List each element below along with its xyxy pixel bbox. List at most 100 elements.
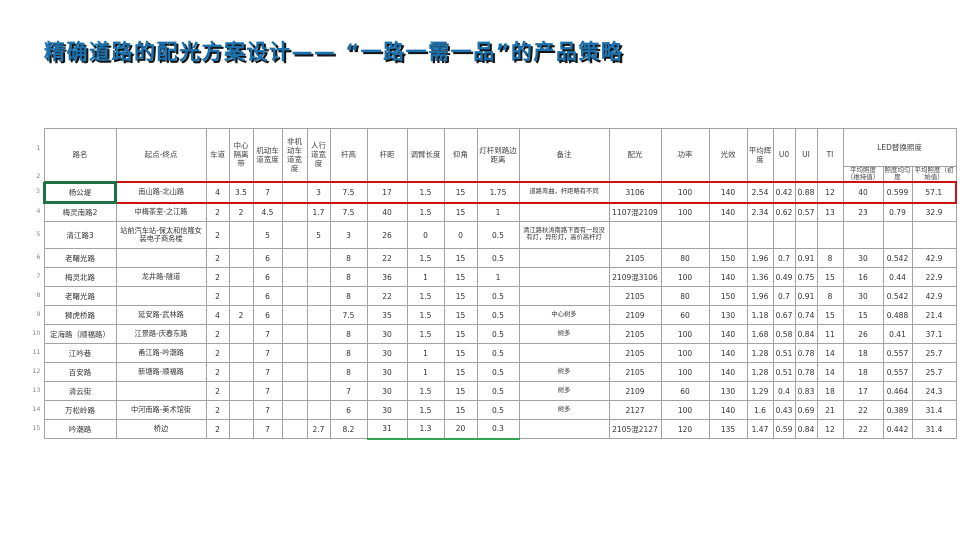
col-header-ti: TI: [816, 127, 844, 183]
table-cell: 17: [366, 180, 408, 204]
col-header-motorway-width: 机动车道宽度: [252, 127, 283, 183]
table-cell: 15: [842, 305, 884, 326]
table-cell: 15: [443, 400, 478, 421]
table-cell: 延安路-武林路: [115, 305, 207, 326]
row-number: 4: [30, 202, 44, 222]
table-cell: 7: [252, 324, 283, 345]
table-cell: 0.542: [882, 286, 913, 307]
table-cell: 龙井路-隧道: [115, 267, 207, 288]
table-cell: 0.442: [882, 419, 913, 440]
table-cell: 树多: [518, 362, 610, 383]
table-cell: 2: [205, 248, 230, 269]
table-cell: 杨公堤: [43, 180, 117, 204]
table-cell: 0.44: [882, 267, 913, 288]
table-cell: [281, 180, 308, 204]
table-cell: [306, 362, 331, 383]
table-cell: 30: [366, 324, 408, 345]
table-cell: 狮虎桥路: [43, 305, 117, 326]
table-cell: [518, 248, 610, 269]
table-cell: [911, 221, 957, 250]
table-cell: 17: [842, 381, 884, 402]
table-cell: 60: [660, 381, 710, 402]
table-cell: 0.542: [882, 248, 913, 269]
row-number: 6: [30, 248, 44, 268]
table-cell: 江景路-庆春东路: [115, 324, 207, 345]
table-cell: 15: [443, 381, 478, 402]
table-cell: 35: [366, 305, 408, 326]
table-cell: 100: [660, 180, 710, 204]
table-cell: 1.5: [406, 286, 445, 307]
table-cell: 2: [205, 419, 230, 440]
table-cell: [772, 221, 796, 250]
table-cell: 0.75: [794, 267, 818, 288]
table-cell: 30: [366, 362, 408, 383]
table-cell: 7: [252, 419, 283, 440]
table-cell: [228, 419, 254, 440]
table-cell: 0.67: [772, 305, 796, 326]
table-cell: 0.41: [882, 324, 913, 345]
table-cell: 0.88: [794, 180, 818, 204]
table-cell: 1.5: [406, 180, 445, 204]
table-cell: 0.5: [476, 248, 520, 269]
table-cell: 5: [306, 221, 331, 250]
table-cell: 0.91: [794, 248, 818, 269]
table-cell: 15: [443, 248, 478, 269]
table-cell: [708, 221, 748, 250]
row-number: 3: [30, 181, 44, 203]
table-cell: [281, 324, 308, 345]
table-cell: 7.5: [329, 202, 368, 223]
table-cell: 万松岭路: [43, 400, 117, 421]
col-header-avg-illuminance-maintained: 平均照度（维持值）: [842, 165, 884, 183]
table-cell: 5: [252, 221, 283, 250]
table-cell: [281, 248, 308, 269]
table-cell: 7: [329, 381, 368, 402]
row-number: 5: [30, 221, 44, 249]
table-cell: [228, 221, 254, 250]
table-cell: [518, 343, 610, 364]
table-cell: 江吟巷: [43, 343, 117, 364]
table-cell: 80: [660, 286, 710, 307]
table-cell: 1.96: [746, 248, 774, 269]
table-cell: 2: [205, 221, 230, 250]
table-body: 3 杨公堤 南山路-北山路 4 3.5 7 3 7.5 17 1.5 15 1.75 道路弯曲，杆距略有…: [30, 180, 958, 440]
table-row: 3 杨公堤 南山路-北山路 4 3.5 7 3 7.5 17 1.5 15 1.75 道路弯曲，杆距略有…: [30, 180, 958, 204]
row-number: 13: [30, 381, 44, 401]
table-cell: 0.488: [882, 305, 913, 326]
table-cell: 1: [406, 343, 445, 364]
table-cell: 树多: [518, 400, 610, 421]
table-cell: [306, 248, 331, 269]
table-cell: 清江路秋涛南路下面有一段没有灯，异形灯，高价高杆灯: [518, 221, 610, 250]
table-cell: 15: [816, 267, 844, 288]
table-cell: 南山路-北山路: [115, 180, 207, 204]
table-cell: 2.7: [306, 419, 331, 440]
table-cell: 7: [252, 381, 283, 402]
table-cell: 30: [366, 381, 408, 402]
table-cell: 1.7: [306, 202, 331, 223]
table-cell: 3106: [608, 180, 662, 204]
table-cell: 0.3: [476, 419, 520, 440]
table-cell: [518, 286, 610, 307]
col-header-pole-to-road-distance: 灯杆到路边距离: [476, 127, 520, 183]
table-cell: 22: [842, 400, 884, 421]
col-header-ui: UI: [794, 127, 818, 183]
table-cell: 25.7: [911, 343, 957, 364]
table-cell: 2.54: [746, 180, 774, 204]
table-cell: 140: [708, 343, 748, 364]
table-cell: [746, 221, 774, 250]
table-cell: 7: [252, 400, 283, 421]
table-cell: 0.5: [476, 305, 520, 326]
table-cell: 26: [366, 221, 408, 250]
table-cell: 22: [366, 286, 408, 307]
table-cell: 1.3: [406, 419, 445, 440]
table-cell: 3.5: [228, 180, 254, 204]
table-cell: 14: [816, 343, 844, 364]
table-cell: 吟潮路: [43, 419, 117, 440]
table-cell: 23: [842, 202, 884, 223]
row-number: 10: [30, 324, 44, 344]
row-number: 8: [30, 286, 44, 306]
table-cell: 80: [660, 248, 710, 269]
table-cell: 140: [708, 362, 748, 383]
table-cell: [306, 324, 331, 345]
table-cell: [228, 343, 254, 364]
table-cell: [228, 267, 254, 288]
